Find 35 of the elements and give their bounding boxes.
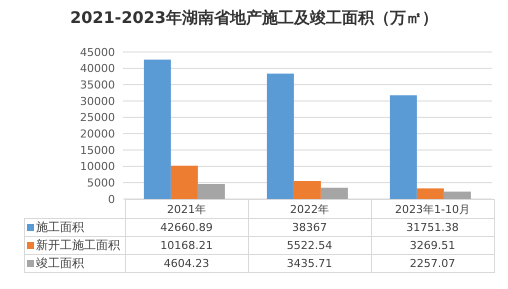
x-tick-label: 2021年 — [125, 200, 248, 218]
y-tick-label: 20000 — [80, 128, 115, 141]
legend-label: 施工面积 — [24, 218, 125, 236]
y-tick-label: 25000 — [80, 111, 115, 124]
y-tick-label: 15000 — [80, 144, 115, 157]
x-tick-label: 2022年 — [248, 200, 371, 218]
y-tick-label: 0 — [108, 192, 115, 206]
data-label: 3435.71 — [248, 254, 371, 272]
x-tick-label: 2023年1-10月 — [371, 200, 494, 218]
data-label: 2257.07 — [371, 254, 494, 272]
y-tick-label: 30000 — [80, 94, 115, 108]
bar — [294, 180, 321, 199]
bar — [144, 60, 171, 199]
bar — [320, 188, 348, 199]
data-label: 5522.54 — [248, 236, 371, 254]
legend-label: 竣工面积 — [24, 254, 125, 272]
bar — [390, 95, 417, 199]
data-label: 42660.89 — [125, 218, 248, 236]
chart-title: 2021-2023年湖南省地产施工及竣工面积（万㎡） — [69, 8, 439, 29]
bar — [266, 74, 294, 199]
data-label: 31751.38 — [371, 218, 494, 236]
data-label: 10168.21 — [125, 236, 248, 254]
y-tick-label: 45000 — [80, 46, 115, 59]
data-label: 3269.51 — [371, 236, 494, 254]
bar — [170, 166, 198, 199]
bar — [416, 188, 444, 199]
data-label: 38367 — [248, 218, 371, 236]
y-tick-label: 5000 — [87, 176, 115, 190]
y-tick-label: 10000 — [80, 160, 115, 174]
bar — [198, 184, 225, 199]
y-tick-label: 35000 — [80, 78, 115, 92]
bar — [444, 192, 471, 199]
y-tick-label: 40000 — [80, 62, 115, 76]
legend-label: 新开工施工面积 — [24, 236, 125, 254]
data-label: 4604.23 — [125, 254, 248, 272]
